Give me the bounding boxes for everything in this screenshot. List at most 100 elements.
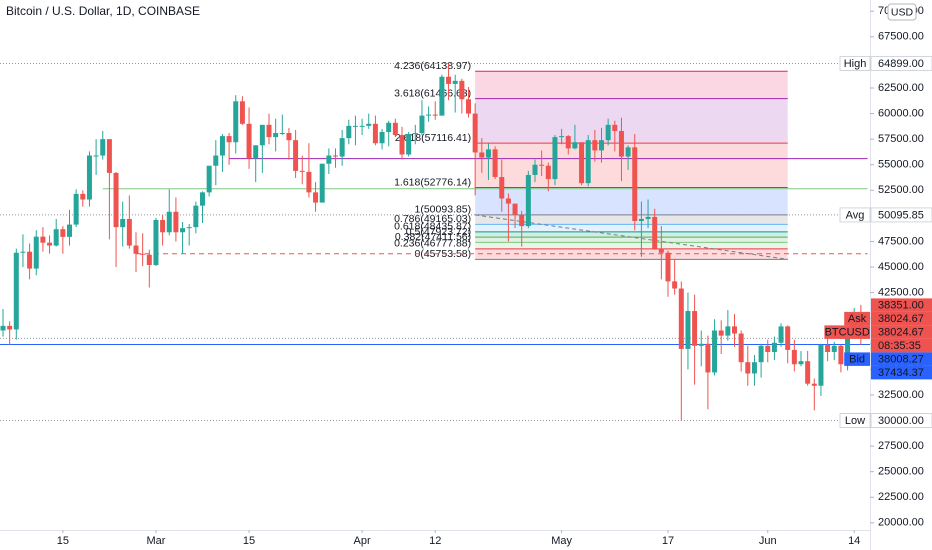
fib-label: 2.618(57116.41) xyxy=(395,132,471,144)
price-tag-name: Bid xyxy=(849,354,865,366)
candle-body xyxy=(658,248,664,253)
candle-body xyxy=(33,236,39,269)
candle-body xyxy=(745,362,751,374)
fib-zone xyxy=(475,224,788,232)
price-tag-name: BTCUSD xyxy=(825,327,870,339)
candle-body xyxy=(120,218,126,228)
candle-body xyxy=(419,115,425,134)
candle-body xyxy=(698,343,704,346)
y-tick-label: 47500.00 xyxy=(878,235,924,247)
candle-body xyxy=(652,216,658,249)
candle-body xyxy=(293,140,299,171)
candle-body xyxy=(366,123,372,126)
candle-body xyxy=(725,326,731,336)
candle-body xyxy=(372,123,378,144)
candle-body xyxy=(559,136,565,138)
candle-body xyxy=(126,218,132,246)
x-tick-label: 14 xyxy=(848,535,860,547)
candle-body xyxy=(572,142,578,149)
candle-body xyxy=(618,130,624,157)
range-value: 50095.85 xyxy=(878,209,924,221)
candle-body xyxy=(798,361,804,365)
candle-body xyxy=(299,170,305,172)
x-tick-label: Apr xyxy=(354,535,371,547)
candle-body xyxy=(718,330,724,336)
candle-body xyxy=(818,344,824,386)
candle-body xyxy=(186,227,192,229)
fib-label: 3.618(61466.63) xyxy=(394,87,471,99)
candle-body xyxy=(585,140,591,184)
x-tick-label: 15 xyxy=(243,535,255,547)
x-tick-label: Jun xyxy=(759,535,777,547)
range-name-box xyxy=(839,413,871,429)
y-tick-label: 55000.00 xyxy=(878,159,924,171)
candle-body xyxy=(379,131,385,144)
fib-label: 0.236(46777.88) xyxy=(394,238,471,250)
y-tick-label: 45000.00 xyxy=(878,261,924,273)
y-tick-label: 20000.00 xyxy=(878,517,924,529)
candle-body xyxy=(233,101,239,143)
candle-body xyxy=(200,192,205,206)
candle-body xyxy=(392,122,398,136)
candle-body xyxy=(532,164,538,175)
price-tag-countdown: 08:35:35 xyxy=(878,340,921,352)
range-name: Low xyxy=(845,415,865,427)
y-tick-label: 62500.00 xyxy=(878,82,924,94)
candle-body xyxy=(13,252,19,330)
candle-body xyxy=(406,134,412,155)
y-tick-label: 32500.00 xyxy=(878,389,924,401)
candle-body xyxy=(612,124,618,131)
candle-body xyxy=(758,345,764,363)
price-tag-name-box xyxy=(824,325,870,339)
candle-body xyxy=(313,192,319,203)
y-tick-label: 25000.00 xyxy=(878,466,924,478)
candle-body xyxy=(638,218,644,222)
candle-body xyxy=(732,326,737,334)
fib-zone xyxy=(475,242,788,249)
candle-body xyxy=(692,311,698,346)
candle-body xyxy=(219,136,225,156)
candle-body xyxy=(153,219,159,265)
price-tag-box xyxy=(871,338,932,353)
candle-body xyxy=(93,155,99,157)
candle-body xyxy=(539,164,545,166)
range-value-box xyxy=(870,55,932,71)
candle-body xyxy=(765,345,771,352)
price-tag-name-box xyxy=(844,311,870,326)
y-tick-label: 42500.00 xyxy=(878,287,924,299)
candle-body xyxy=(193,205,199,228)
candle-body xyxy=(452,80,458,84)
candle-body xyxy=(386,122,392,132)
candle-body xyxy=(7,325,13,330)
x-tick-label: Mar xyxy=(146,535,165,547)
candle-body xyxy=(80,193,86,200)
candle-body xyxy=(73,193,79,225)
price-tag-value: 38008.27 xyxy=(878,354,924,366)
fib-label: 0.618(48435.87) xyxy=(394,221,471,233)
candle-body xyxy=(286,133,292,141)
range-value: 30000.00 xyxy=(878,415,924,427)
candle-body xyxy=(412,133,418,135)
candle-body xyxy=(426,114,432,116)
candle-body xyxy=(705,343,711,373)
candle-body xyxy=(831,345,837,352)
candle-body xyxy=(166,211,172,233)
candle-body xyxy=(352,125,358,127)
candle-body xyxy=(259,124,265,146)
candle-body xyxy=(665,252,671,282)
candle-body xyxy=(778,326,784,343)
candle-body xyxy=(525,174,531,227)
candle-body xyxy=(579,142,585,184)
candle-body xyxy=(552,137,558,180)
price-tag-name: Ask xyxy=(848,313,867,325)
candle-body xyxy=(805,361,811,384)
candle-body xyxy=(439,76,445,116)
candle-body xyxy=(492,149,498,178)
candle-body xyxy=(133,245,139,254)
fib-label: 0.382(47411.56) xyxy=(395,231,471,243)
candle-body xyxy=(246,123,252,159)
candle-body xyxy=(160,219,166,233)
fib-zone xyxy=(475,214,788,225)
